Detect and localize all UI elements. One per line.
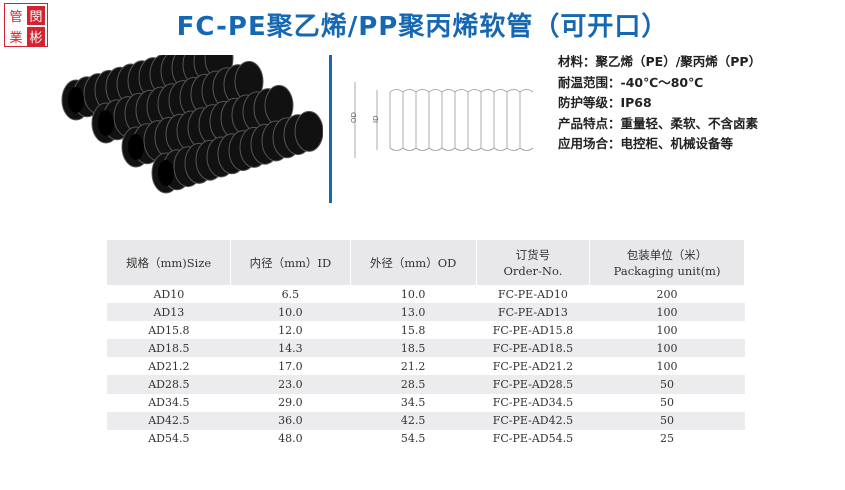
table-row: AD13 10.0 13.0 FC-PE-AD13 100 bbox=[107, 303, 745, 322]
id-label: ID bbox=[372, 116, 380, 123]
table-cell: AD28.5 bbox=[107, 375, 231, 394]
table-cell: AD54.5 bbox=[148, 432, 190, 446]
header-size: 规格（mm)Size bbox=[107, 240, 232, 285]
table-row: AD28.5 23.0 28.5 FC-PE-AD28.5 50 bbox=[107, 375, 745, 394]
seal-char: 管 bbox=[9, 10, 23, 25]
table-cell: 29.0 bbox=[278, 396, 303, 410]
table-cell: 100 bbox=[656, 359, 678, 373]
table-cell: AD15.8 bbox=[148, 323, 190, 337]
header-id: 内径（mm）ID bbox=[230, 240, 351, 285]
header-order-no: 订货号 Order-No. bbox=[476, 240, 591, 285]
table-cell: 34.5 bbox=[400, 396, 426, 410]
divider-line bbox=[329, 55, 332, 203]
table-cell: 15.8 bbox=[400, 323, 426, 337]
table-cell: FC-PE-AD54.5 bbox=[492, 432, 574, 446]
table-cell: 21.2 bbox=[400, 359, 426, 373]
table-header: 规格（mm)Size 内径（mm）ID 外径（mm）OD 订货号 Order-No… bbox=[107, 240, 745, 285]
table-row: AD21.2 17.0 21.2 FC-PE-AD21.2 100 bbox=[107, 357, 745, 375]
table-cell: AD21.2 bbox=[148, 359, 190, 373]
seal-char: 業 bbox=[9, 31, 23, 46]
table-row: AD15.8 12.0 15.8 FC-PE-AD15.8 100 bbox=[107, 321, 745, 339]
table-cell: 100 bbox=[589, 339, 745, 358]
page-title: FC-PE聚乙烯/PP聚丙烯软管（可开口） bbox=[176, 12, 669, 42]
table-cell: FC-PE-AD42.5 bbox=[476, 411, 590, 430]
spec-table: 规格（mm)Size 内径（mm）ID 外径（mm）OD 订货号 Order-No… bbox=[107, 240, 745, 448]
table-cell: 23.0 bbox=[230, 375, 351, 394]
table-cell: 54.5 bbox=[400, 432, 426, 446]
table-cell: 36.0 bbox=[230, 411, 351, 430]
spec-temperature: 耐温范围：-40℃～80℃ bbox=[558, 74, 704, 90]
table-cell: 50 bbox=[589, 375, 745, 394]
table-cell: FC-PE-AD34.5 bbox=[492, 396, 574, 410]
table-cell: 200 bbox=[656, 287, 678, 301]
table-cell: FC-PE-AD21.2 bbox=[492, 359, 574, 373]
table-cell: FC-PE-AD13 bbox=[476, 303, 590, 322]
table-row: AD34.5 29.0 34.5 FC-PE-AD34.5 50 bbox=[107, 394, 745, 412]
table-cell: 10.0 bbox=[400, 287, 426, 301]
table-cell: FC-PE-AD28.5 bbox=[476, 375, 590, 394]
table-cell: FC-PE-AD15.8 bbox=[492, 323, 574, 337]
table-cell: AD18.5 bbox=[107, 339, 231, 358]
table-cell: 10.0 bbox=[230, 303, 351, 322]
table-cell: 100 bbox=[656, 323, 678, 337]
table-cell: FC-PE-AD18.5 bbox=[476, 339, 590, 358]
table-cell: 6.5 bbox=[281, 287, 300, 301]
table-cell: 48.0 bbox=[278, 432, 303, 446]
table-row: AD10 6.5 10.0 FC-PE-AD10 200 bbox=[107, 285, 745, 303]
table-cell: 42.5 bbox=[350, 411, 477, 430]
tube-dimension-diagram: OD ID bbox=[350, 82, 534, 158]
spec-features: 产品特点：重量轻、柔软、不含卤素 bbox=[558, 115, 759, 131]
table-cell: 100 bbox=[589, 303, 745, 322]
spec-application: 应用场合：电控柜、机械设备等 bbox=[558, 136, 734, 152]
table-cell: AD42.5 bbox=[107, 411, 231, 430]
table-cell: 17.0 bbox=[278, 359, 303, 373]
brand-seal-logo: 管 閔 業 彬 bbox=[4, 3, 48, 47]
table-cell: FC-PE-AD10 bbox=[497, 287, 568, 301]
table-cell: 14.3 bbox=[230, 339, 351, 358]
od-label: OD bbox=[350, 112, 358, 123]
table-cell: 12.0 bbox=[278, 323, 303, 337]
table-cell: AD13 bbox=[107, 303, 231, 322]
corrugated-tubes-photo bbox=[61, 55, 323, 194]
seal-char: 閔 bbox=[27, 6, 45, 25]
header-packaging: 包装单位（米） Packaging unit(m) bbox=[589, 240, 745, 285]
table-cell: 25 bbox=[660, 432, 675, 446]
table-cell: 50 bbox=[660, 396, 675, 410]
table-cell: 28.5 bbox=[350, 375, 477, 394]
spec-list: 材料：聚乙烯（PE）/聚丙烯（PP） 耐温范围：-40℃～80℃ 防护等级：IP… bbox=[558, 52, 761, 155]
table-cell: AD10 bbox=[153, 287, 185, 301]
table-row: AD42.5 36.0 42.5 FC-PE-AD42.5 50 bbox=[107, 411, 745, 430]
header-od: 外径（mm）OD bbox=[350, 240, 477, 285]
spec-protection: 防护等级：IP68 bbox=[558, 95, 652, 111]
table-row: AD54.5 48.0 54.5 FC-PE-AD54.5 25 bbox=[107, 430, 745, 448]
spec-material: 材料：聚乙烯（PE）/聚丙烯（PP） bbox=[558, 54, 762, 69]
table-cell: AD34.5 bbox=[148, 396, 190, 410]
table-row: AD18.5 14.3 18.5 FC-PE-AD18.5 100 bbox=[107, 339, 745, 358]
table-cell: 18.5 bbox=[350, 339, 477, 358]
table-cell: 13.0 bbox=[350, 303, 477, 322]
seal-char: 彬 bbox=[27, 27, 45, 46]
table-cell: 50 bbox=[589, 411, 745, 430]
